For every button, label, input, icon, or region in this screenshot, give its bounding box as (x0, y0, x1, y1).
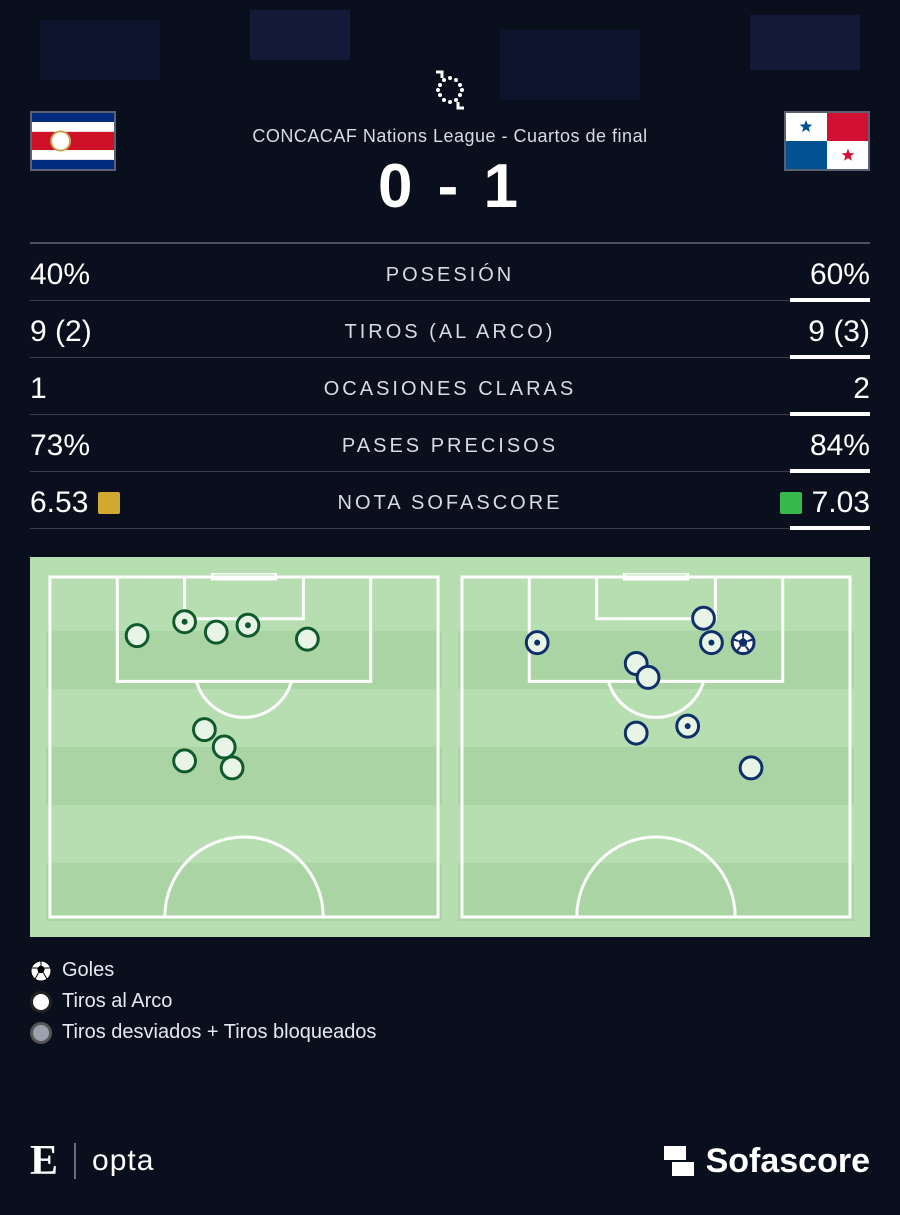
opta-logo: opta (92, 1144, 154, 1178)
stat-home-value: 1 (30, 372, 150, 406)
footer-left: E opta (30, 1137, 154, 1185)
footer-divider (74, 1143, 76, 1179)
legend-off-label: Tiros desviados + Tiros bloqueados (62, 1021, 376, 1044)
shot-map-home (46, 573, 442, 921)
stat-label: PASES PRECISOS (342, 435, 558, 458)
stat-label: NOTA SOFASCORE (338, 492, 563, 515)
match-card: CONCACAF Nations League - Cuartos de fin… (0, 0, 900, 1082)
legend: Goles Tiros al Arco Tiros desviados + Ti… (30, 959, 870, 1044)
stat-row-nota: 6.53 NOTA SOFASCORE 7.03 (30, 472, 870, 529)
sofascore-brand: Sofascore (662, 1142, 870, 1181)
stat-row-posesion: 40% POSESIÓN 60% (30, 244, 870, 301)
stat-away-value: 84% (750, 429, 870, 463)
stat-away-value: 2 (750, 372, 870, 406)
stat-label: TIROS (AL ARCO) (345, 321, 556, 344)
competition-label: CONCACAF Nations League - Cuartos de fin… (252, 126, 647, 147)
sofascore-label: Sofascore (706, 1142, 870, 1181)
soccer-ball-icon (30, 960, 52, 982)
shot-map (30, 557, 870, 937)
legend-goal: Goles (30, 959, 870, 982)
shot-map-away (458, 573, 854, 921)
stats-list: 40% POSESIÓN 60% 9 (2) TIROS (AL ARCO) 9 (3) 1… (30, 244, 870, 529)
legend-on-target: Tiros al Arco (30, 990, 870, 1013)
competition-logo-icon (420, 60, 480, 120)
rating-chip-home (98, 492, 120, 514)
legend-on-label: Tiros al Arco (62, 990, 172, 1013)
stat-winner-bar (790, 526, 870, 530)
stat-away-value: 9 (3) (750, 315, 870, 349)
stat-home-value: 73% (30, 429, 150, 463)
legend-off-target: Tiros desviados + Tiros bloqueados (30, 1021, 870, 1044)
stat-home-value: 40% (30, 258, 150, 292)
stat-row-ocasiones: 1 OCASIONES CLARAS 2 (30, 358, 870, 415)
sofascore-icon (662, 1144, 696, 1178)
header-center: CONCACAF Nations League - Cuartos de fin… (116, 60, 784, 222)
stat-home-value: 6.53 (30, 486, 150, 520)
away-flag (784, 111, 870, 171)
stat-home-value: 9 (2) (30, 315, 150, 349)
circle-icon (30, 1022, 52, 1044)
circle-dot-icon (30, 991, 52, 1013)
score-display: 0 - 1 (378, 151, 522, 222)
stat-row-tiros: 9 (2) TIROS (AL ARCO) 9 (3) (30, 301, 870, 358)
stat-row-pases: 73% PASES PRECISOS 84% (30, 415, 870, 472)
stat-away-value: 60% (750, 258, 870, 292)
rating-chip-away (780, 492, 802, 514)
stat-label: POSESIÓN (386, 264, 514, 287)
stat-label: OCASIONES CLARAS (324, 378, 577, 401)
legend-goal-label: Goles (62, 959, 114, 982)
footer: E opta Sofascore (30, 1137, 870, 1185)
stat-away-value: 7.03 (750, 486, 870, 520)
match-header: CONCACAF Nations League - Cuartos de fin… (30, 60, 870, 244)
home-flag (30, 111, 116, 171)
e-logo: E (30, 1137, 58, 1185)
